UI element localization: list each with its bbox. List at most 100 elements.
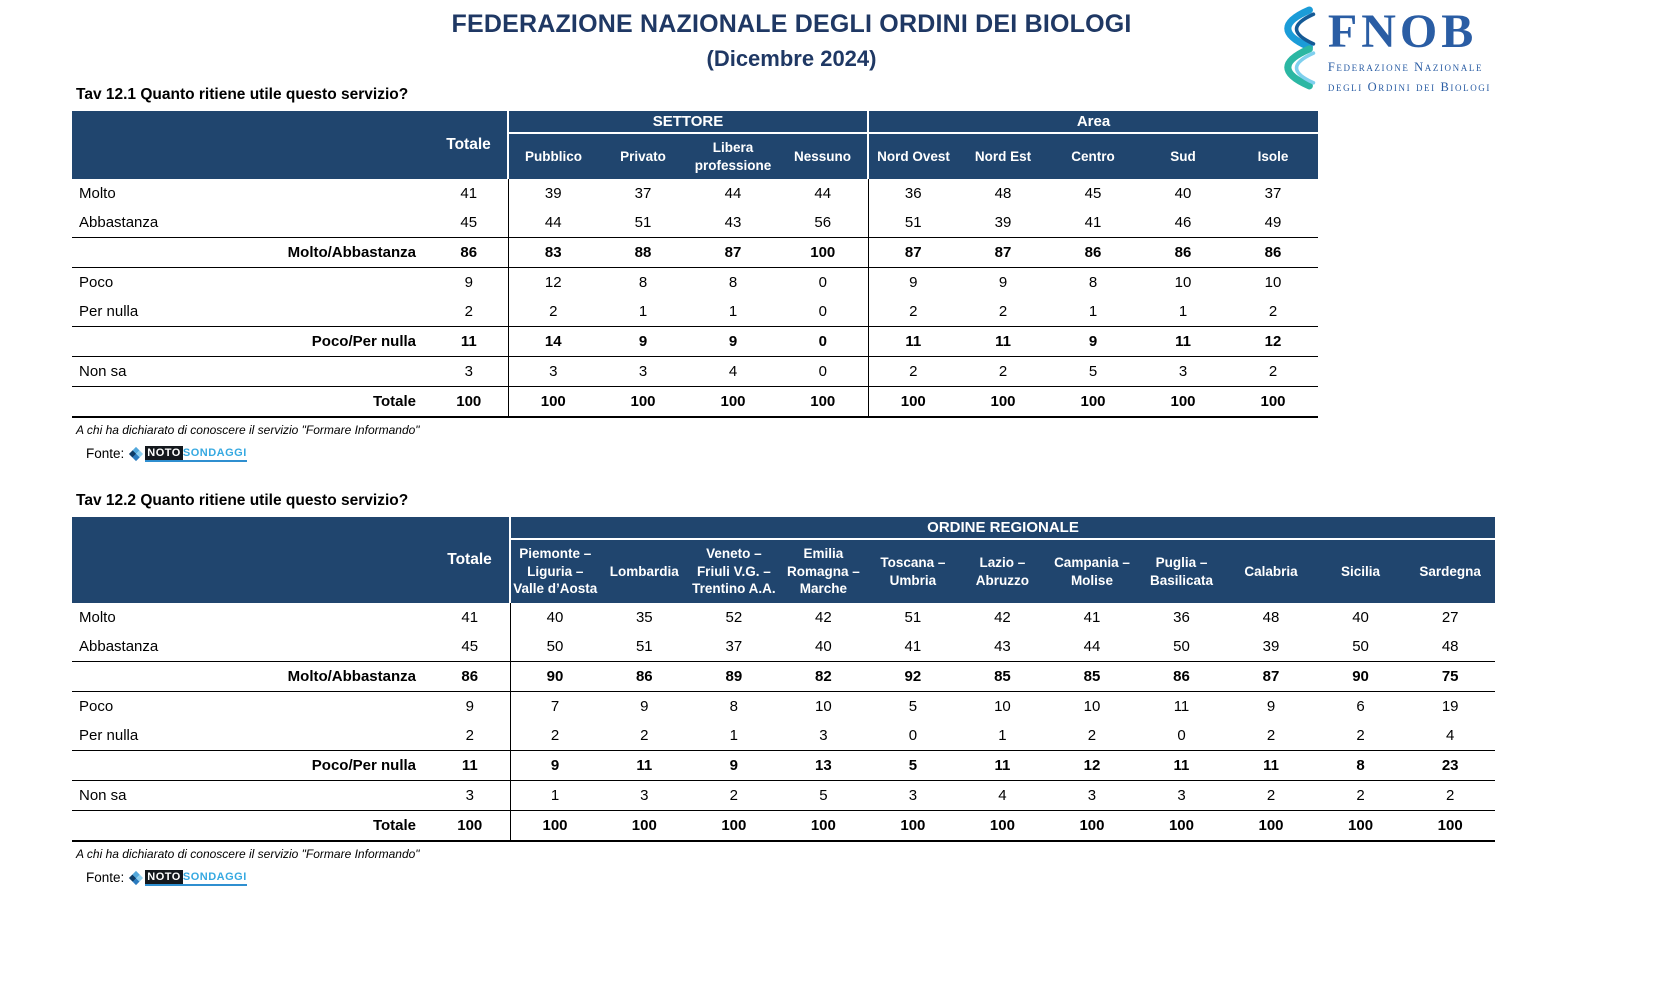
value-cell: 41 — [868, 632, 958, 662]
value-cell: 41 — [430, 603, 510, 633]
table-header: Totale ORDINE REGIONALE Piemonte – Liguria… — [72, 517, 1495, 604]
value-cell: 37 — [1228, 179, 1318, 209]
header-col: Campania – Molise — [1047, 539, 1137, 604]
value-cell: 9 — [599, 691, 690, 722]
header-col: Piemonte – Liguria – Valle d’Aosta — [509, 539, 600, 604]
value-cell: 100 — [507, 386, 598, 419]
value-cell: 9 — [689, 750, 779, 782]
value-cell: 87 — [958, 237, 1048, 269]
value-cell: 11 — [599, 750, 690, 782]
value-cell: 3 — [598, 356, 688, 387]
value-cell: 39 — [1226, 632, 1316, 662]
value-cell: 8 — [1048, 267, 1138, 298]
value-cell: 8 — [1315, 750, 1406, 782]
value-cell: 100 — [1138, 386, 1228, 419]
header-group-label: SETTORE — [507, 111, 868, 134]
header-col: Libera professione — [688, 133, 778, 180]
page-subtitle: (Dicembre 2024) — [706, 46, 877, 71]
value-cell: 92 — [868, 661, 958, 693]
header-cols-row: Pubblico Privato Libera professione Nessuno… — [72, 133, 1318, 180]
value-cell: 100 — [868, 810, 958, 843]
value-cell: 3 — [430, 780, 510, 811]
value-cell: 2 — [1226, 721, 1316, 751]
value-cell: 88 — [598, 237, 688, 269]
table-row: Molto 41 39 37 44 44 36 48 45 40 37 — [72, 179, 1318, 209]
fonte-row: Fonte: NOTO SONDAGGI — [86, 445, 1667, 463]
value-cell: 51 — [598, 208, 688, 238]
value-cell: 3 — [778, 721, 869, 751]
value-cell: 12 — [1228, 326, 1318, 358]
value-cell: 43 — [688, 208, 778, 238]
noto-logo-text: NOTO SONDAGGI — [145, 869, 247, 887]
value-cell: 2 — [1047, 721, 1137, 751]
value-cell: 2 — [689, 780, 779, 811]
header-corner — [72, 111, 430, 180]
table-row: Abbastanza 45 50 51 37 40 41 43 44 50 39 50 48 — [72, 632, 1495, 662]
value-cell: 12 — [1047, 750, 1137, 782]
value-cell: 42 — [957, 603, 1048, 633]
value-cell: 85 — [1047, 661, 1137, 693]
value-cell: 0 — [778, 326, 868, 358]
table-row: Poco 9 7 9 8 10 5 10 10 11 9 6 19 — [72, 691, 1495, 722]
header-group-row: Totale ORDINE REGIONALE — [72, 517, 1495, 604]
value-cell: 39 — [507, 179, 598, 209]
value-cell: 8 — [688, 267, 778, 298]
noto-logo-text: NOTO SONDAGGI — [145, 445, 247, 463]
titles: FEDERAZIONE NAZIONALE DEGLI ORDINI DEI B… — [0, 10, 1667, 72]
table-footnote: A chi ha dichiarato di conoscere il serv… — [76, 423, 420, 438]
notosondaggi-logo: NOTO SONDAGGI — [129, 445, 247, 463]
header-col: Isole — [1228, 133, 1318, 180]
value-cell: 45 — [430, 632, 510, 662]
value-cell: 40 — [1315, 603, 1406, 633]
row-label: Poco — [72, 691, 430, 722]
value-cell: 10 — [1047, 691, 1137, 722]
value-cell: 36 — [1136, 603, 1227, 633]
table-row: Molto 41 40 35 52 42 51 42 41 36 48 40 27 — [72, 603, 1495, 633]
value-cell: 100 — [1226, 810, 1316, 843]
value-cell: 51 — [868, 603, 958, 633]
value-cell: 11 — [1226, 750, 1316, 782]
table-tav-12-1: Totale SETTORE Area Pubblico Privato Libera p… — [72, 111, 1318, 419]
header-col: Sud — [1138, 133, 1228, 180]
table-section-tav-12-1: Tav 12.1 Quanto ritiene utile questo ser… — [72, 86, 1667, 463]
value-cell: 4 — [957, 780, 1048, 811]
value-cell: 7 — [509, 691, 600, 722]
value-cell: 2 — [430, 297, 508, 327]
row-label: Abbastanza — [72, 208, 430, 238]
value-cell: 10 — [778, 691, 869, 722]
value-cell: 2 — [430, 721, 510, 751]
value-cell: 82 — [778, 661, 869, 693]
value-cell: 0 — [778, 356, 868, 387]
value-cell: 3 — [599, 780, 690, 811]
value-cell: 19 — [1405, 691, 1495, 722]
value-cell: 5 — [778, 780, 869, 811]
fnob-logo-text: FNOB Federazione Nazionale degli Ordini … — [1328, 8, 1491, 95]
header-col: Pubblico — [507, 133, 598, 180]
table-tav-12-2: Totale ORDINE REGIONALE Piemonte – Liguria… — [72, 517, 1495, 843]
row-label: Non sa — [72, 780, 430, 811]
value-cell: 37 — [689, 632, 779, 662]
value-cell: 1 — [509, 780, 600, 811]
value-cell: 86 — [1136, 661, 1227, 693]
value-cell: 2 — [1228, 297, 1318, 327]
table-row: Poco/Per nulla 11 14 9 9 0 11 11 9 11 12 — [72, 326, 1318, 358]
value-cell: 40 — [778, 632, 869, 662]
value-cell: 2 — [867, 356, 958, 387]
header-col: Nessuno — [778, 133, 868, 180]
value-cell: 48 — [1226, 603, 1316, 633]
header-totale: Totale — [430, 111, 508, 180]
value-cell: 100 — [1136, 810, 1227, 843]
row-label: Per nulla — [72, 721, 430, 751]
table-row: Poco/Per nulla 11 9 11 9 13 5 11 12 11 11 8 23 — [72, 750, 1495, 782]
value-cell: 86 — [1138, 237, 1228, 269]
value-cell: 100 — [958, 386, 1048, 419]
table-row: Per nulla 2 2 2 1 3 0 1 2 0 2 2 4 — [72, 721, 1495, 751]
value-cell: 9 — [430, 267, 508, 298]
row-label: Molto/Abbastanza — [72, 661, 430, 693]
header-col: Toscana – Umbria — [868, 539, 958, 604]
value-cell: 2 — [867, 297, 958, 327]
row-label: Non sa — [72, 356, 430, 387]
row-label: Totale — [72, 386, 430, 419]
sondaggi-word: SONDAGGI — [182, 447, 247, 460]
value-cell: 5 — [868, 691, 958, 722]
